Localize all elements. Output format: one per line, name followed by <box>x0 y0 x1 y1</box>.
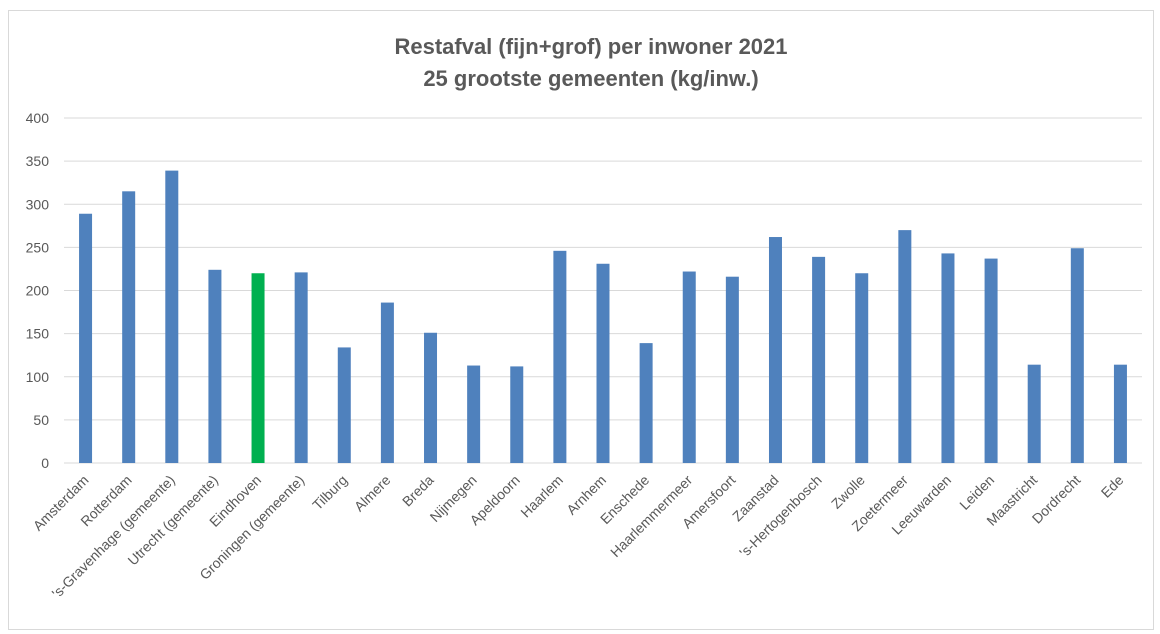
y-tick-label: 350 <box>26 153 50 169</box>
y-tick-label: 250 <box>26 239 50 255</box>
bar <box>639 343 653 463</box>
y-tick-label: 300 <box>26 196 50 212</box>
bar <box>596 263 610 463</box>
bar <box>812 256 826 463</box>
bar <box>165 170 179 464</box>
bar <box>898 230 912 463</box>
bar <box>251 273 265 463</box>
y-tick-label: 100 <box>26 369 50 385</box>
bar <box>510 366 524 463</box>
bar <box>855 273 869 463</box>
bar <box>984 258 998 463</box>
chart-subtitle: 25 grootste gemeenten (kg/inw.) <box>423 66 758 91</box>
y-tick-label: 400 <box>26 110 50 126</box>
bar-chart: Restafval (fijn+grof) per inwoner 2021 2… <box>26 34 1142 602</box>
x-tick-label: Haarlem <box>517 472 566 521</box>
x-tick-label: 's-Hertogenbosch <box>736 472 825 561</box>
x-tick-label: Tilburg <box>309 472 350 513</box>
bar <box>79 213 93 463</box>
y-tick-label: 200 <box>26 283 50 299</box>
x-tick-label: Leiden <box>956 472 997 513</box>
chart-title: Restafval (fijn+grof) per inwoner 2021 <box>394 34 787 59</box>
bar <box>424 332 438 463</box>
bar <box>1070 248 1084 463</box>
x-tick-label: Almere <box>351 472 394 515</box>
y-axis-ticks: 0 50 100 150 200 250 300 350 400 <box>26 110 50 471</box>
y-tick-label: 50 <box>33 412 49 428</box>
bars <box>79 170 1127 464</box>
chart-frame: Restafval (fijn+grof) per inwoner 2021 2… <box>8 10 1154 630</box>
bar <box>337 347 351 463</box>
bar <box>122 191 136 463</box>
bar <box>682 271 696 463</box>
bar <box>1027 364 1041 463</box>
bar <box>553 250 567 463</box>
bar <box>768 237 782 463</box>
bar <box>725 276 739 463</box>
x-tick-label: Zwolle <box>828 472 868 512</box>
bar <box>467 365 481 463</box>
y-tick-label: 150 <box>26 326 50 342</box>
bar <box>1113 364 1127 463</box>
bar <box>941 253 955 463</box>
bar <box>380 302 394 463</box>
x-tick-label: Ede <box>1098 472 1127 501</box>
bar <box>294 272 308 463</box>
x-tick-label: Breda <box>399 472 437 510</box>
y-tick-label: 0 <box>41 455 49 471</box>
bar <box>208 269 222 463</box>
